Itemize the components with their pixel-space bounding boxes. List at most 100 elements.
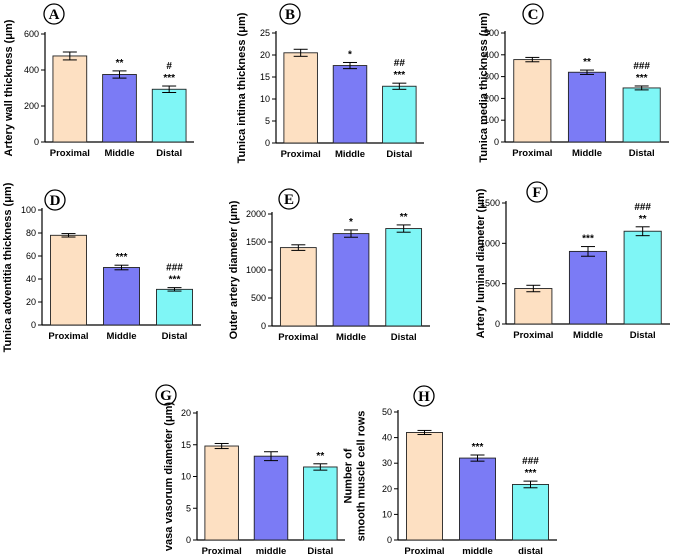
- y-tick-label: 2000: [246, 209, 266, 219]
- y-tick-label: 30: [382, 458, 392, 468]
- y-axis-label: Outer artery diameter (μm): [228, 200, 240, 339]
- x-category-label: Proximal: [513, 330, 553, 341]
- bar-distal: [512, 483, 549, 541]
- panel-b: B 0 5 10 15 20 25 Tunica intima thickness (μm) P…: [236, 3, 424, 163]
- y-tick-label: 60: [26, 251, 36, 261]
- panel-letter-circle: [526, 181, 548, 203]
- y-tick-label: 5: [265, 116, 270, 126]
- y-tick-label: 10: [382, 509, 392, 519]
- y-tick-label: 0: [186, 535, 191, 545]
- bar-distal: [303, 466, 338, 541]
- bar-middle: [102, 74, 137, 143]
- significance-mark: #: [166, 61, 172, 72]
- significance-mark: ##: [394, 58, 406, 69]
- bar-distal: [623, 230, 662, 325]
- bar-middle: [103, 267, 140, 326]
- x-category-label: Proximal: [50, 148, 90, 159]
- y-tick-label: 500: [484, 28, 499, 38]
- panel-letter: B: [285, 7, 295, 23]
- y-axis-label: Artery wall thickness (μm): [3, 19, 15, 156]
- x-category-label: Proximal: [278, 332, 318, 343]
- bar-distal: [385, 228, 423, 327]
- significance-mark: *: [349, 217, 353, 228]
- x-category-label: Distal: [386, 149, 412, 160]
- significance-mark: **: [116, 58, 124, 69]
- y-tick-label: 200: [24, 101, 39, 111]
- panel-letter-circle: [44, 189, 66, 211]
- x-category-label: Proximal: [281, 149, 321, 160]
- y-tick-label: 0: [34, 137, 39, 147]
- panel-e: E 0 500 1000 1500 2000 Outer artery diameter (…: [228, 188, 430, 343]
- x-category-label: Distal: [629, 148, 655, 159]
- x-category-label: middle: [462, 546, 493, 557]
- y-tick-label: 400: [24, 65, 39, 75]
- significance-mark: ***: [163, 73, 175, 84]
- bar-middle: [459, 457, 496, 541]
- y-tick-label: 400: [484, 50, 499, 60]
- y-tick-label: 500: [251, 293, 266, 303]
- panel-d: D 0 20 40 60 80 100 Tunica adventitia thickness…: [2, 182, 201, 352]
- y-tick-label: 20: [181, 408, 191, 418]
- x-category-label: middle: [256, 546, 287, 557]
- y-axis-label: smooth muscle cell rows: [356, 411, 368, 542]
- bar-distal: [382, 85, 417, 144]
- y-tick-label: 1000: [480, 238, 500, 248]
- y-axis-label: Tunica media thickness (μm): [478, 12, 490, 163]
- panel-g: G 0 5 10 15 20 vasa vasorum diameter (μm) Proxi…: [155, 384, 345, 557]
- bar-middle: [332, 233, 370, 327]
- y-tick-label: 0: [261, 321, 266, 331]
- panel-letter: A: [49, 7, 60, 23]
- bar-middle: [332, 65, 368, 144]
- bar-proximal: [514, 288, 553, 325]
- significance-mark: ***: [169, 275, 181, 286]
- significance-mark: ###: [522, 456, 539, 467]
- y-tick-label: 500: [485, 279, 500, 289]
- significance-mark: **: [639, 214, 647, 225]
- panel-h: H 0 10 20 30 40 50 Number of smooth muscle cell …: [343, 385, 557, 557]
- y-tick-label: 10: [260, 94, 270, 104]
- y-axis-label: vasa vasorum diameter (μm): [163, 402, 175, 552]
- x-category-label: Middle: [572, 148, 602, 159]
- x-category-label: Proximal: [48, 331, 88, 342]
- x-category-label: Proximal: [202, 546, 242, 557]
- x-category-label: distal: [518, 546, 543, 557]
- significance-mark: ###: [166, 263, 183, 274]
- y-tick-label: 100: [21, 205, 36, 215]
- panel-letter-circle: [522, 3, 544, 25]
- bar-proximal: [204, 445, 239, 541]
- panel-letter-circle: [43, 3, 65, 25]
- significance-mark: ***: [116, 252, 128, 263]
- bar-proximal: [513, 59, 552, 143]
- y-tick-label: 0: [31, 320, 36, 330]
- panel-a: A 0 200 400 600 Artery wall thickness (μm) Pro…: [3, 3, 194, 159]
- panel-letter-circle: [413, 385, 435, 407]
- bar-distal: [151, 88, 187, 143]
- y-tick-label: 10: [181, 472, 191, 482]
- significance-mark: **: [583, 57, 591, 68]
- panel-letter-circle: [278, 188, 300, 210]
- x-category-label: Distal: [630, 330, 656, 341]
- panel-letter-circle: [279, 3, 301, 25]
- panel-letter: C: [528, 7, 539, 23]
- significance-mark: ***: [636, 73, 648, 84]
- significance-mark: ###: [633, 61, 650, 72]
- y-tick-label: 20: [26, 297, 36, 307]
- bar-middle: [253, 455, 289, 541]
- y-tick-label: 40: [382, 433, 392, 443]
- panel-letter: G: [160, 388, 172, 404]
- x-category-label: Distal: [156, 148, 182, 159]
- y-tick-label: 300: [484, 72, 499, 82]
- x-category-label: Middle: [573, 330, 603, 341]
- y-axis-label: Number of: [343, 448, 355, 503]
- y-tick-label: 15: [260, 72, 270, 82]
- y-tick-label: 15: [181, 440, 191, 450]
- bar-proximal: [52, 55, 88, 143]
- y-tick-label: 1500: [480, 198, 500, 208]
- bar-proximal: [283, 52, 318, 144]
- bar-distal: [156, 288, 193, 326]
- y-tick-label: 20: [382, 484, 392, 494]
- bar-middle: [568, 250, 608, 325]
- significance-mark: **: [316, 451, 324, 462]
- panel-letter-circle: [155, 384, 177, 406]
